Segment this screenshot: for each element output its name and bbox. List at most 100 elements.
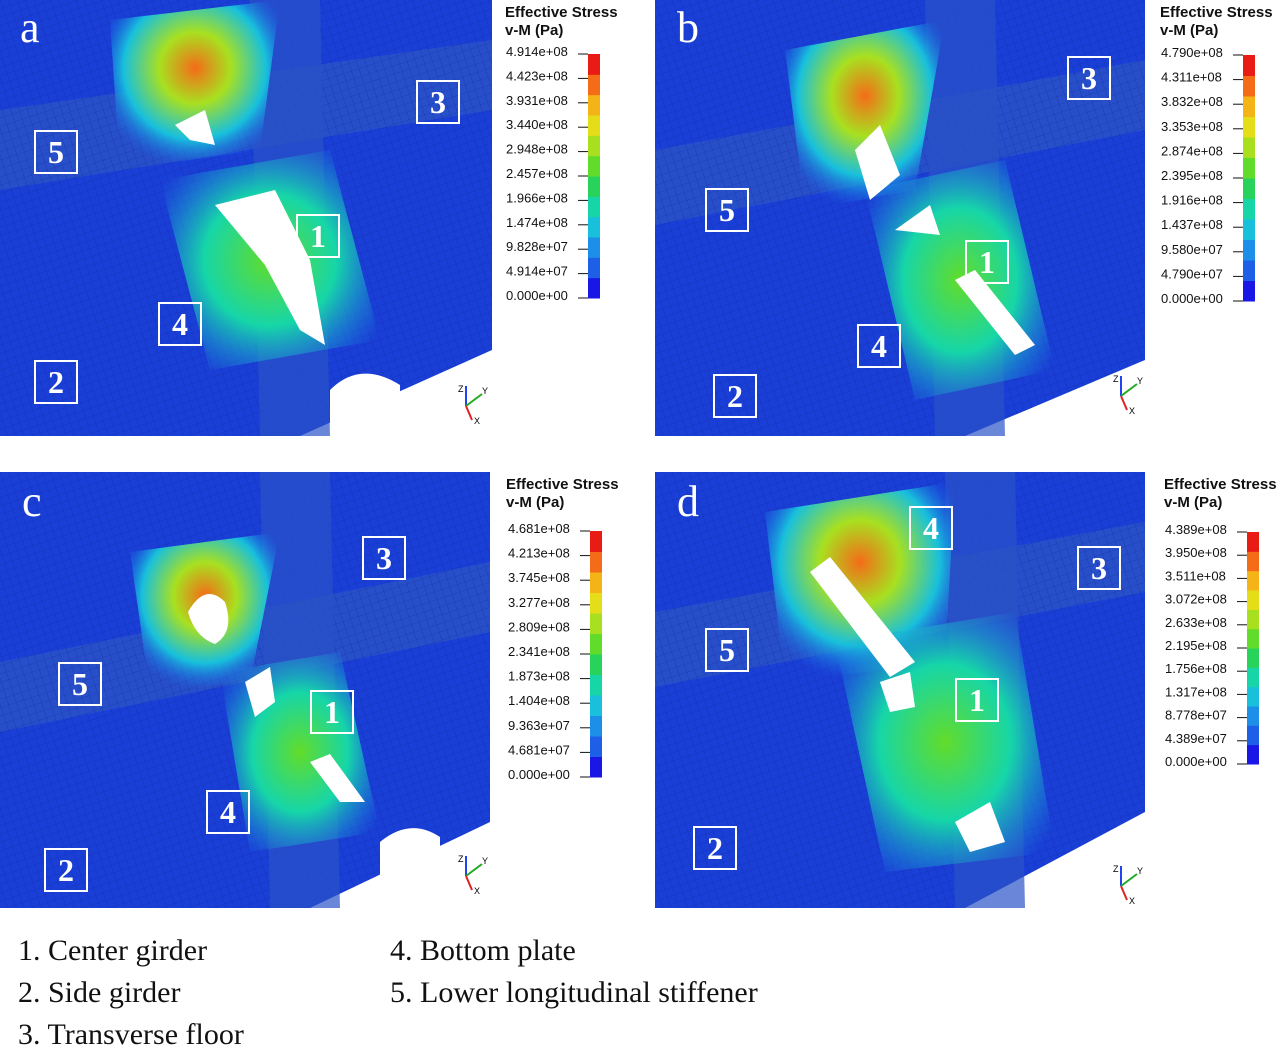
legend-color-segment: [1243, 137, 1255, 158]
legend-color-segment: [590, 531, 602, 552]
caption-left: 1. Center girder 2. Side girder 3. Trans…: [18, 930, 244, 1056]
legend-title-line2: v-M (Pa): [1164, 494, 1223, 511]
svg-text:Z: Z: [1113, 374, 1119, 384]
part-label-5: 5: [705, 188, 749, 232]
legend-color-segment: [588, 176, 600, 197]
legend-title-line1: Effective Stress: [505, 4, 618, 21]
legend-color-segment: [1247, 667, 1259, 688]
legend-color-segment: [1247, 686, 1259, 707]
part-label-2: 2: [693, 826, 737, 870]
legend-tick-label: 4.423e+08: [506, 68, 568, 83]
part-label-1: 1: [955, 678, 999, 722]
legend-color-segment: [590, 736, 602, 757]
legend-tick-label: 2.809e+08: [508, 619, 570, 634]
part-label-3: 3: [1067, 56, 1111, 100]
legend-color-segment: [588, 74, 600, 96]
legend-tick-label: 3.277e+08: [508, 595, 570, 610]
axis-triad-icon: Z Y X: [458, 384, 488, 426]
legend-tick-label: 1.756e+08: [1165, 661, 1227, 676]
part-label-4: 4: [206, 790, 250, 834]
legend-color-segment: [1247, 609, 1259, 630]
legend-tick-label: 3.745e+08: [508, 570, 570, 585]
axis-triad-icon: Z Y X: [1113, 864, 1143, 906]
caption-item-center-girder: 1. Center girder: [18, 934, 208, 967]
legend-tick-label: 3.832e+08: [1161, 94, 1223, 109]
fea-image-a: [0, 0, 492, 436]
part-label-2: 2: [44, 848, 88, 892]
part-label-3: 3: [362, 536, 406, 580]
legend-color-segment: [590, 551, 602, 573]
legend-tick-label: 2.457e+08: [506, 166, 568, 181]
legend-color-segment: [1243, 55, 1255, 76]
legend-title-line1: Effective Stress: [506, 476, 619, 493]
legend-title-a: Effective Stress v-M (Pa): [505, 4, 618, 40]
legend-color-segment: [1247, 725, 1259, 746]
panel-letter-b: b: [677, 3, 699, 52]
legend-color-segment: [1247, 744, 1259, 765]
panel-c: c 5 3 1 4 2 Z Y X Effective Stress v-M (…: [0, 472, 640, 942]
legend-tick-label: 4.790e+07: [1161, 266, 1223, 281]
part-label-5: 5: [705, 628, 749, 672]
legend-tick-label: 1.966e+08: [506, 190, 568, 205]
legend-tick-label: 1.474e+08: [506, 215, 568, 230]
legend-color-segment: [588, 237, 600, 258]
legend-tick-label: 3.931e+08: [506, 93, 568, 108]
legend-tick-label: 3.353e+08: [1161, 119, 1223, 134]
part-label-5: 5: [34, 130, 78, 174]
legend-tick-label: 4.914e+08: [506, 46, 568, 59]
legend-tick-label: 0.000e+00: [506, 288, 568, 303]
legend-tick-label: 0.000e+00: [1165, 754, 1227, 769]
legend-color-segment: [1247, 648, 1259, 668]
fea-image-b: [655, 0, 1145, 436]
legend-tick-label: 3.440e+08: [506, 117, 568, 132]
axis-triad-icon: Z Y X: [458, 854, 488, 896]
legend-color-segment: [590, 633, 602, 655]
panel-letter-a: a: [20, 3, 40, 52]
axis-triad-icon: Z Y X: [1113, 374, 1143, 416]
legend-tick-label: 9.580e+07: [1161, 242, 1223, 257]
caption-right: 4. Bottom plate 5. Lower longitudinal st…: [390, 930, 758, 1014]
legend-color-segment: [588, 115, 600, 136]
caption-item-lower-longitudinal-stiffener: 5. Lower longitudinal stiffener: [390, 976, 758, 1009]
legend-title-line2: v-M (Pa): [1160, 22, 1219, 39]
panel-d: d 4 3 5 1 2 Z Y X Effective Stress v-M (…: [655, 472, 1280, 942]
legend-color-segment: [588, 277, 600, 299]
legend-color-segment: [1243, 219, 1255, 240]
legend-color-segment: [1243, 239, 1255, 261]
legend-tick-label: 3.072e+08: [1165, 592, 1227, 607]
legend-tick-label: 0.000e+00: [1161, 291, 1223, 306]
legend-color-segment: [588, 94, 600, 116]
svg-text:X: X: [474, 416, 480, 426]
legend-tick-label: 1.317e+08: [1165, 684, 1227, 699]
legend-tick-label: 0.000e+00: [508, 767, 570, 782]
legend-tick-label: 2.195e+08: [1165, 638, 1227, 653]
svg-text:Y: Y: [482, 386, 488, 396]
legend-tick-label: 2.341e+08: [508, 644, 570, 659]
panel-letter-d: d: [677, 477, 699, 526]
part-label-4: 4: [909, 506, 953, 550]
legend-color-segment: [590, 695, 602, 716]
legend-tick-label: 4.389e+07: [1165, 731, 1227, 746]
legend-color-segment: [590, 572, 602, 593]
legend-color-segment: [588, 196, 600, 218]
svg-text:Z: Z: [1113, 864, 1119, 874]
legend-color-segment: [590, 674, 602, 696]
legend-color-segment: [1243, 96, 1255, 117]
legend-color-segment: [1247, 532, 1259, 552]
legend-tick-label: 4.790e+08: [1161, 47, 1223, 60]
legend-color-segment: [1247, 551, 1259, 572]
legend-tick-label: 2.948e+08: [506, 142, 568, 157]
legend-tick-label: 4.914e+07: [506, 264, 568, 279]
legend-tick-label: 9.828e+07: [506, 239, 568, 254]
part-label-2: 2: [713, 374, 757, 418]
fea-image-c: [0, 472, 490, 908]
legend-color-segment: [590, 592, 602, 614]
svg-text:Z: Z: [458, 384, 464, 394]
legend-color-segment: [588, 135, 600, 157]
caption-item-side-girder: 2. Side girder: [18, 976, 181, 1009]
legend-color-segment: [1247, 706, 1259, 726]
legend-color-segment: [1247, 590, 1259, 610]
part-label-2: 2: [34, 360, 78, 404]
legend-title-line2: v-M (Pa): [505, 22, 564, 39]
legend-tick-label: 4.681e+08: [508, 523, 570, 536]
